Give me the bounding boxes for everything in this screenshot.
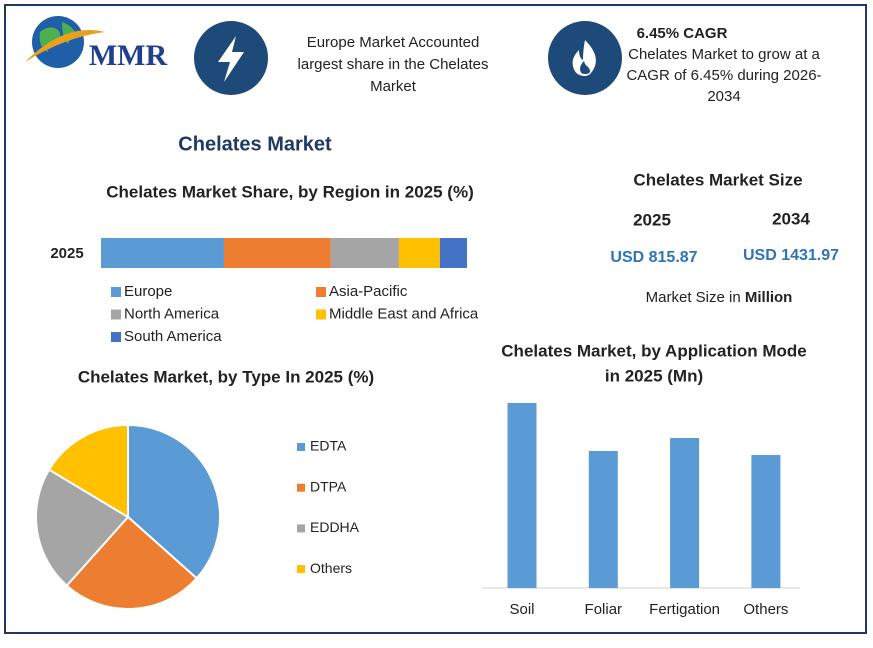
legend-label: EDTA [310,438,347,454]
category-label: 2025 [50,245,83,262]
cagr-title: 6.45% CAGR [637,25,728,42]
x-tick-label: Foliar [585,601,623,618]
logo: MMR [25,16,167,72]
size-note-text: Market Size in [646,289,741,306]
info-text: Market [370,78,417,95]
x-tick-label: Fertigation [649,601,720,618]
chart-title: in 2025 (Mn) [605,366,703,385]
legend-label: Middle East and Africa [329,305,479,322]
size-value: USD 1431.97 [743,247,839,264]
size-value: USD 815.87 [610,249,697,266]
logo-text: MMR [89,39,168,72]
bar-segment [398,238,440,268]
legend-swatch [297,443,305,451]
info-text: largest share in the Chelates [298,56,489,73]
legend-swatch [297,565,305,574]
pie-slice [35,468,130,588]
legend-swatch [111,309,121,320]
x-tick-label: Soil [509,601,534,618]
bar-segment [330,238,399,268]
legend-swatch [297,483,305,492]
x-tick-label: Others [743,601,788,618]
size-unit: Million [745,289,793,306]
legend-label: EDDHA [310,519,360,535]
size-note: Market Size in Million [646,289,793,306]
legend-label: DTPA [310,478,347,494]
legend-swatch [316,309,326,320]
pie-slice [65,515,199,610]
main-title: Chelates Market [178,133,332,155]
chart-title: Chelates Market, by Application Mode [501,341,806,360]
bar [751,455,781,588]
cagr-text: 2034 [707,88,740,105]
bar [588,451,618,588]
size-year: 2025 [633,210,671,229]
bar [507,403,537,588]
legend-swatch [316,287,326,297]
legend-swatch [111,287,121,297]
legend-swatch [111,332,121,342]
legend-label: Others [310,560,352,576]
legend-swatch [297,524,305,533]
legend-label: North America [124,305,220,322]
cagr-text: CAGR of 6.45% during 2026- [626,67,821,84]
legend-label: South America [124,328,222,345]
bar [670,438,700,588]
pie-slice [47,423,129,519]
bar-segment [101,238,224,268]
legend-label: Asia-Pacific [329,283,408,300]
bar-segment [439,238,467,268]
flame-shape [572,40,596,76]
bar-segment [223,238,331,268]
bolt-shape [218,36,244,82]
pie-slice [127,423,221,580]
legend-label: Europe [124,283,172,300]
chart-title: Chelates Market, by Type In 2025 (%) [78,367,374,386]
chart-title: Chelates Market Share, by Region in 2025… [106,182,474,201]
size-year: 2034 [772,209,810,228]
size-title: Chelates Market Size [633,170,802,189]
info-text: Europe Market Accounted [307,34,480,51]
cagr-text: Chelates Market to grow at a [628,46,820,63]
flame-inner [580,61,590,74]
